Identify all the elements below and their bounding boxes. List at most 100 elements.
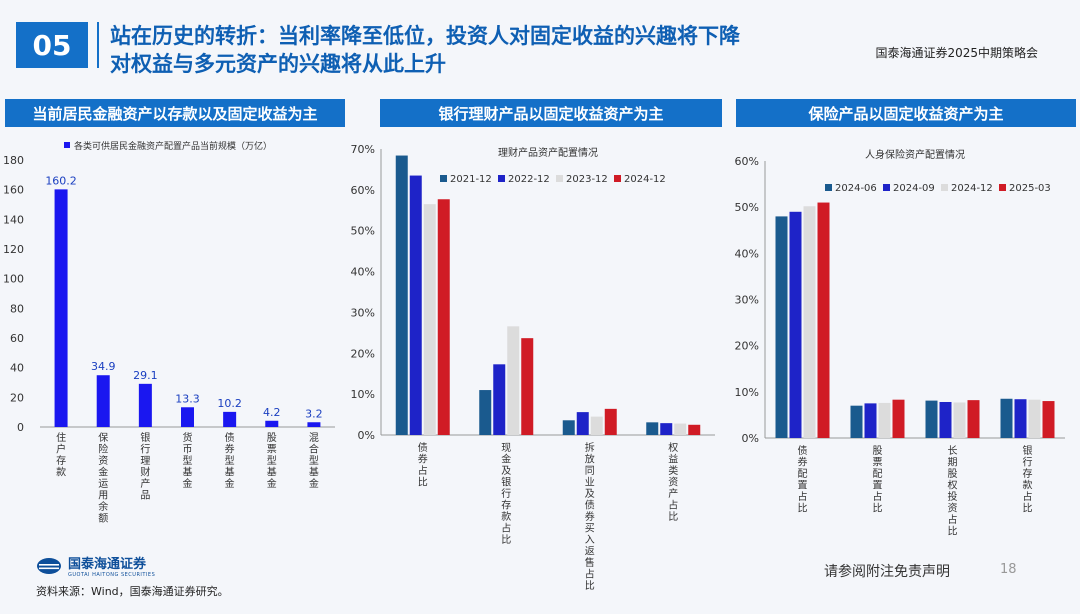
bar <box>395 155 408 435</box>
legend-swatch <box>64 142 70 148</box>
bar <box>437 199 450 435</box>
x-tick-label: 股票配置占比 <box>873 445 883 515</box>
y-tick-label: 30% <box>351 306 375 319</box>
page-number: 18 <box>1000 562 1017 577</box>
bar <box>803 206 816 438</box>
x-tick-label: 银行存款占比 <box>1023 444 1033 515</box>
bar <box>493 364 506 435</box>
y-tick-label: 20% <box>351 347 375 360</box>
panel-heading-household: 当前居民金融资产以存款以及固定收益为主 <box>5 99 345 127</box>
bar <box>1042 401 1055 438</box>
y-tick-label: 0 <box>17 421 24 434</box>
y-tick-label: 60% <box>351 184 375 197</box>
x-tick-label: 债券型基金 <box>225 431 235 490</box>
bar <box>850 405 863 438</box>
legend-label: 2023-12 <box>566 174 608 185</box>
chart-title: 人身保险资产配置情况 <box>865 148 965 161</box>
y-tick-label: 160 <box>3 184 24 197</box>
x-tick-label: 现金及银行存款占比 <box>501 442 511 546</box>
x-tick-label: 银行理财产品 <box>140 431 150 502</box>
legend-label: 各类可供居民金融资产配置产品当前规模（万亿） <box>74 140 272 152</box>
y-tick-label: 40% <box>351 266 375 279</box>
bar <box>423 204 436 435</box>
bar <box>181 407 194 427</box>
bar <box>789 211 802 438</box>
x-tick-label: 债券占比 <box>418 441 428 489</box>
x-tick-label: 保险资金运用余额 <box>98 431 108 525</box>
y-tick-label: 80 <box>10 302 24 315</box>
y-tick-label: 10% <box>735 386 759 399</box>
legend-label: 2022-12 <box>508 174 550 185</box>
data-label: 13.3 <box>175 392 200 405</box>
title-line-1: 站在历史的转折：当利率降至低位，投资人对固定收益的兴趣将下降 <box>110 24 740 48</box>
y-tick-label: 0% <box>742 432 759 445</box>
legend-swatch <box>556 175 563 182</box>
y-tick-label: 60% <box>735 155 759 168</box>
bar <box>660 423 673 435</box>
bar <box>307 422 321 427</box>
data-label: 29.1 <box>133 369 158 382</box>
bar <box>1014 399 1027 438</box>
y-tick-label: 100 <box>3 273 24 286</box>
legend-label: 2024-12 <box>624 174 666 185</box>
bar <box>562 420 575 435</box>
chart-household-assets: 0 20 40 60 80 100 120 140 160 180 各类可供居民金融资产配置产品当前… <box>3 140 335 525</box>
section-number: 05 <box>16 22 88 68</box>
page-title: 站在历史的转折：当利率降至低位，投资人对固定收益的兴趣将下降 对权益与多元资产的… <box>110 22 850 78</box>
bar <box>590 416 603 435</box>
logo-text-en: GUOTAI HAITONG SECURITIES <box>68 572 156 578</box>
y-tick-label: 20% <box>735 340 759 353</box>
x-tick-label: 拆放同业及债券买入返售占比 <box>585 441 595 592</box>
chart-insurance-allocation: 0% 10% 20% 30% 40% 50% 60% 人身保险资产配置情况 2024-06 202… <box>735 148 1065 538</box>
y-tick-label: 70% <box>351 143 375 156</box>
bar <box>967 400 980 438</box>
bar <box>864 403 877 438</box>
company-logo: 国泰海通证券 GUOTAI HAITONG SECURITIES <box>36 553 155 578</box>
data-label: 160.2 <box>45 174 77 187</box>
x-tick-label: 长期股权投资占比 <box>948 445 958 538</box>
legend-swatch <box>825 184 832 191</box>
bar <box>953 402 966 438</box>
chart-wealth-allocation: 0% 10% 20% 30% 40% 50% 60% 70% 理财产品资产配置情况 2021-12… <box>351 143 715 592</box>
conference-brand: 国泰海通证券2025中期策略会 <box>875 46 1038 60</box>
source-note: 资料来源：Wind，国泰海通证券研究。 <box>36 585 229 598</box>
legend-label: 2024-09 <box>893 183 935 194</box>
legend-swatch <box>614 175 621 182</box>
legend-label: 2021-12 <box>450 174 492 185</box>
y-tick-label: 40 <box>10 362 24 375</box>
bar <box>925 400 938 438</box>
y-tick-label: 140 <box>3 213 24 226</box>
y-tick-label: 40% <box>735 247 759 260</box>
x-tick-label: 住户存款 <box>56 431 66 479</box>
bar <box>96 375 110 427</box>
legend-label: 2024-06 <box>835 183 877 194</box>
bar <box>878 402 891 438</box>
chart-title: 理财产品资产配置情况 <box>498 146 598 159</box>
logo-text-cn: 国泰海通证券 <box>68 557 147 572</box>
y-tick-label: 10% <box>351 388 375 401</box>
y-tick-label: 30% <box>735 294 759 307</box>
panel-heading-wealth: 银行理财产品以固定收益资产为主 <box>380 99 722 127</box>
data-label: 4.2 <box>263 406 281 419</box>
y-tick-label: 180 <box>3 154 24 167</box>
bar <box>892 399 905 438</box>
legend-swatch <box>440 175 447 182</box>
legend-swatch <box>883 184 890 191</box>
y-tick-label: 120 <box>3 243 24 256</box>
bar <box>576 412 589 435</box>
bar <box>939 401 952 438</box>
panel-heading-insurance: 保险产品以固定收益资产为主 <box>736 99 1076 127</box>
bar <box>409 175 422 436</box>
bar <box>688 424 701 435</box>
legend-swatch <box>498 175 505 182</box>
y-tick-label: 50% <box>735 201 759 214</box>
data-label: 10.2 <box>217 397 242 410</box>
disclaimer-link[interactable]: 请参阅附注免责声明 <box>824 564 950 580</box>
legend-swatch <box>941 184 948 191</box>
y-tick-label: 20 <box>10 391 24 404</box>
x-tick-label: 货币型基金 <box>183 431 193 490</box>
bar <box>479 390 492 435</box>
bar <box>223 411 237 427</box>
bar <box>674 423 687 435</box>
x-tick-label: 股票型基金 <box>267 432 277 490</box>
